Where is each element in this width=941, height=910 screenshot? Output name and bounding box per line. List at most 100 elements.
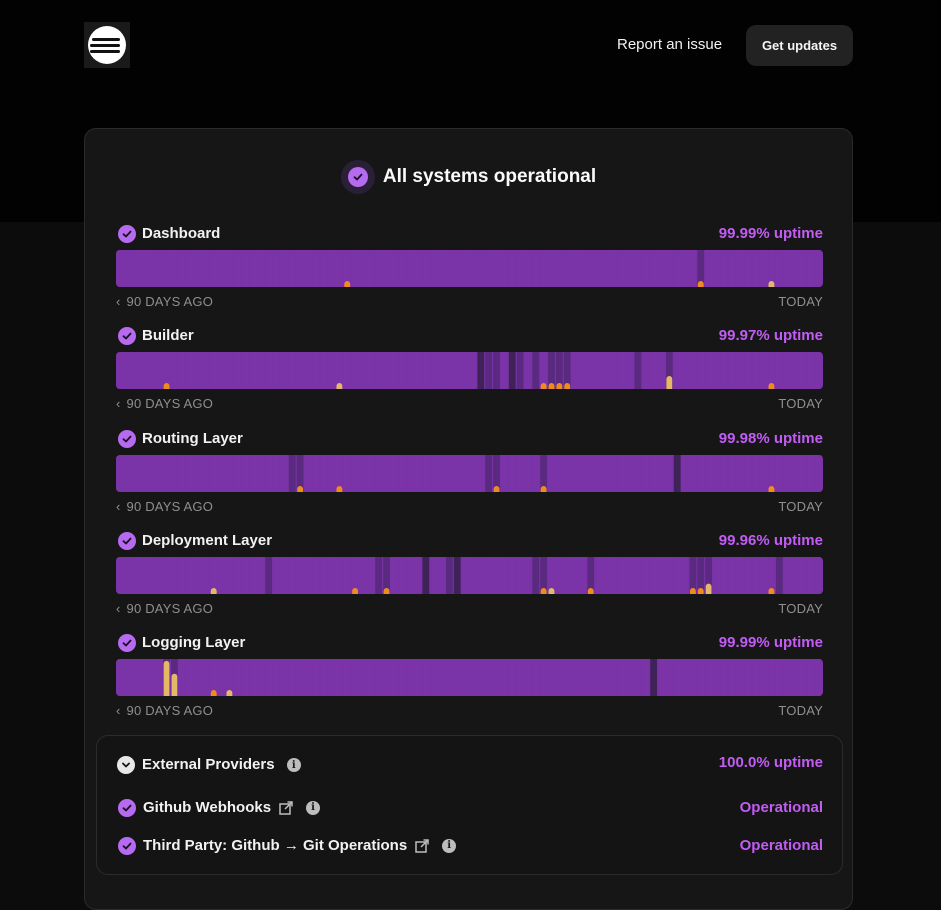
- incident-marker[interactable]: [540, 486, 547, 492]
- day-bar[interactable]: [736, 659, 744, 696]
- day-bar[interactable]: [225, 455, 233, 492]
- day-bar[interactable]: [288, 557, 296, 594]
- component-name[interactable]: Deployment Layer: [142, 532, 273, 549]
- day-bar[interactable]: [304, 557, 312, 594]
- day-bar[interactable]: [422, 659, 430, 696]
- day-bar[interactable]: [312, 250, 320, 287]
- day-bar[interactable]: [343, 250, 351, 287]
- day-bar[interactable]: [131, 250, 139, 287]
- day-bar[interactable]: [720, 659, 728, 696]
- day-bar[interactable]: [579, 659, 587, 696]
- day-bar[interactable]: [493, 455, 500, 492]
- external-link-icon[interactable]: [415, 838, 429, 853]
- incident-marker[interactable]: [697, 588, 704, 594]
- day-bar[interactable]: [579, 557, 587, 594]
- day-bar[interactable]: [713, 352, 720, 389]
- day-bar[interactable]: [273, 557, 280, 594]
- day-bar[interactable]: [571, 455, 579, 492]
- day-bar[interactable]: [414, 455, 422, 492]
- component-name[interactable]: Logging Layer: [142, 634, 246, 651]
- chevron-down-icon[interactable]: [117, 756, 135, 774]
- day-bar[interactable]: [139, 659, 147, 696]
- day-bar[interactable]: [508, 557, 516, 594]
- day-bar[interactable]: [768, 352, 775, 389]
- day-bar[interactable]: [705, 659, 713, 696]
- day-bar[interactable]: [249, 250, 257, 287]
- day-bar[interactable]: [775, 557, 783, 594]
- day-bar[interactable]: [202, 250, 210, 287]
- day-bar[interactable]: [720, 557, 728, 594]
- day-bar[interactable]: [257, 557, 265, 594]
- day-bar[interactable]: [343, 352, 351, 389]
- day-bar[interactable]: [304, 352, 312, 389]
- day-bar[interactable]: [571, 250, 579, 287]
- day-bar[interactable]: [705, 455, 713, 492]
- day-bar[interactable]: [296, 250, 304, 287]
- day-bar[interactable]: [673, 455, 681, 492]
- day-bar[interactable]: [170, 352, 178, 389]
- day-bar[interactable]: [445, 557, 453, 594]
- day-bar[interactable]: [398, 352, 406, 389]
- day-bar[interactable]: [744, 455, 752, 492]
- report-issue-link[interactable]: Report an issue: [617, 36, 723, 53]
- day-bar[interactable]: [367, 659, 375, 696]
- day-bar[interactable]: [650, 250, 658, 287]
- day-bar[interactable]: [163, 352, 170, 389]
- incident-marker[interactable]: [210, 588, 217, 594]
- day-bar[interactable]: [540, 659, 548, 696]
- day-bar[interactable]: [540, 250, 548, 287]
- day-bar[interactable]: [626, 250, 634, 287]
- day-bar[interactable]: [210, 352, 218, 389]
- day-bar[interactable]: [477, 455, 485, 492]
- day-bar[interactable]: [131, 659, 139, 696]
- day-bar[interactable]: [500, 557, 508, 594]
- day-bar[interactable]: [328, 352, 335, 389]
- day-bar[interactable]: [233, 455, 241, 492]
- day-bar[interactable]: [610, 659, 618, 696]
- day-bar[interactable]: [571, 659, 579, 696]
- day-bar[interactable]: [351, 455, 359, 492]
- day-bar[interactable]: [650, 659, 658, 696]
- day-bar[interactable]: [178, 557, 186, 594]
- day-bar[interactable]: [453, 455, 461, 492]
- incident-marker[interactable]: [587, 588, 594, 594]
- incident-marker[interactable]: [226, 690, 233, 696]
- day-bar[interactable]: [610, 352, 618, 389]
- day-bar[interactable]: [768, 659, 775, 696]
- day-bar[interactable]: [610, 455, 618, 492]
- day-bar[interactable]: [469, 250, 477, 287]
- day-bar[interactable]: [351, 352, 359, 389]
- day-bar[interactable]: [320, 352, 328, 389]
- day-bar[interactable]: [186, 250, 194, 287]
- day-bar[interactable]: [791, 659, 799, 696]
- day-bar[interactable]: [587, 455, 595, 492]
- day-bar[interactable]: [406, 455, 414, 492]
- day-bar[interactable]: [123, 455, 131, 492]
- day-bar[interactable]: [194, 557, 202, 594]
- day-bar[interactable]: [642, 352, 650, 389]
- day-bar[interactable]: [720, 352, 728, 389]
- day-bar[interactable]: [595, 455, 603, 492]
- day-bar[interactable]: [555, 557, 563, 594]
- day-bar[interactable]: [524, 659, 532, 696]
- day-bar[interactable]: [728, 352, 736, 389]
- day-bar[interactable]: [587, 659, 595, 696]
- day-bar[interactable]: [595, 250, 603, 287]
- day-bar[interactable]: [116, 352, 123, 389]
- day-bar[interactable]: [791, 557, 799, 594]
- day-bar[interactable]: [689, 659, 697, 696]
- day-bar[interactable]: [445, 659, 453, 696]
- day-bar[interactable]: [210, 659, 218, 696]
- day-bar[interactable]: [359, 557, 367, 594]
- day-bar[interactable]: [390, 250, 398, 287]
- day-bar[interactable]: [760, 659, 768, 696]
- day-bar[interactable]: [210, 250, 218, 287]
- day-bar[interactable]: [618, 352, 626, 389]
- day-bar[interactable]: [390, 659, 398, 696]
- day-bar[interactable]: [563, 250, 571, 287]
- day-bar[interactable]: [438, 352, 445, 389]
- day-bar[interactable]: [288, 250, 296, 287]
- day-bar[interactable]: [760, 250, 768, 287]
- day-bar[interactable]: [516, 352, 524, 389]
- day-bar[interactable]: [783, 557, 791, 594]
